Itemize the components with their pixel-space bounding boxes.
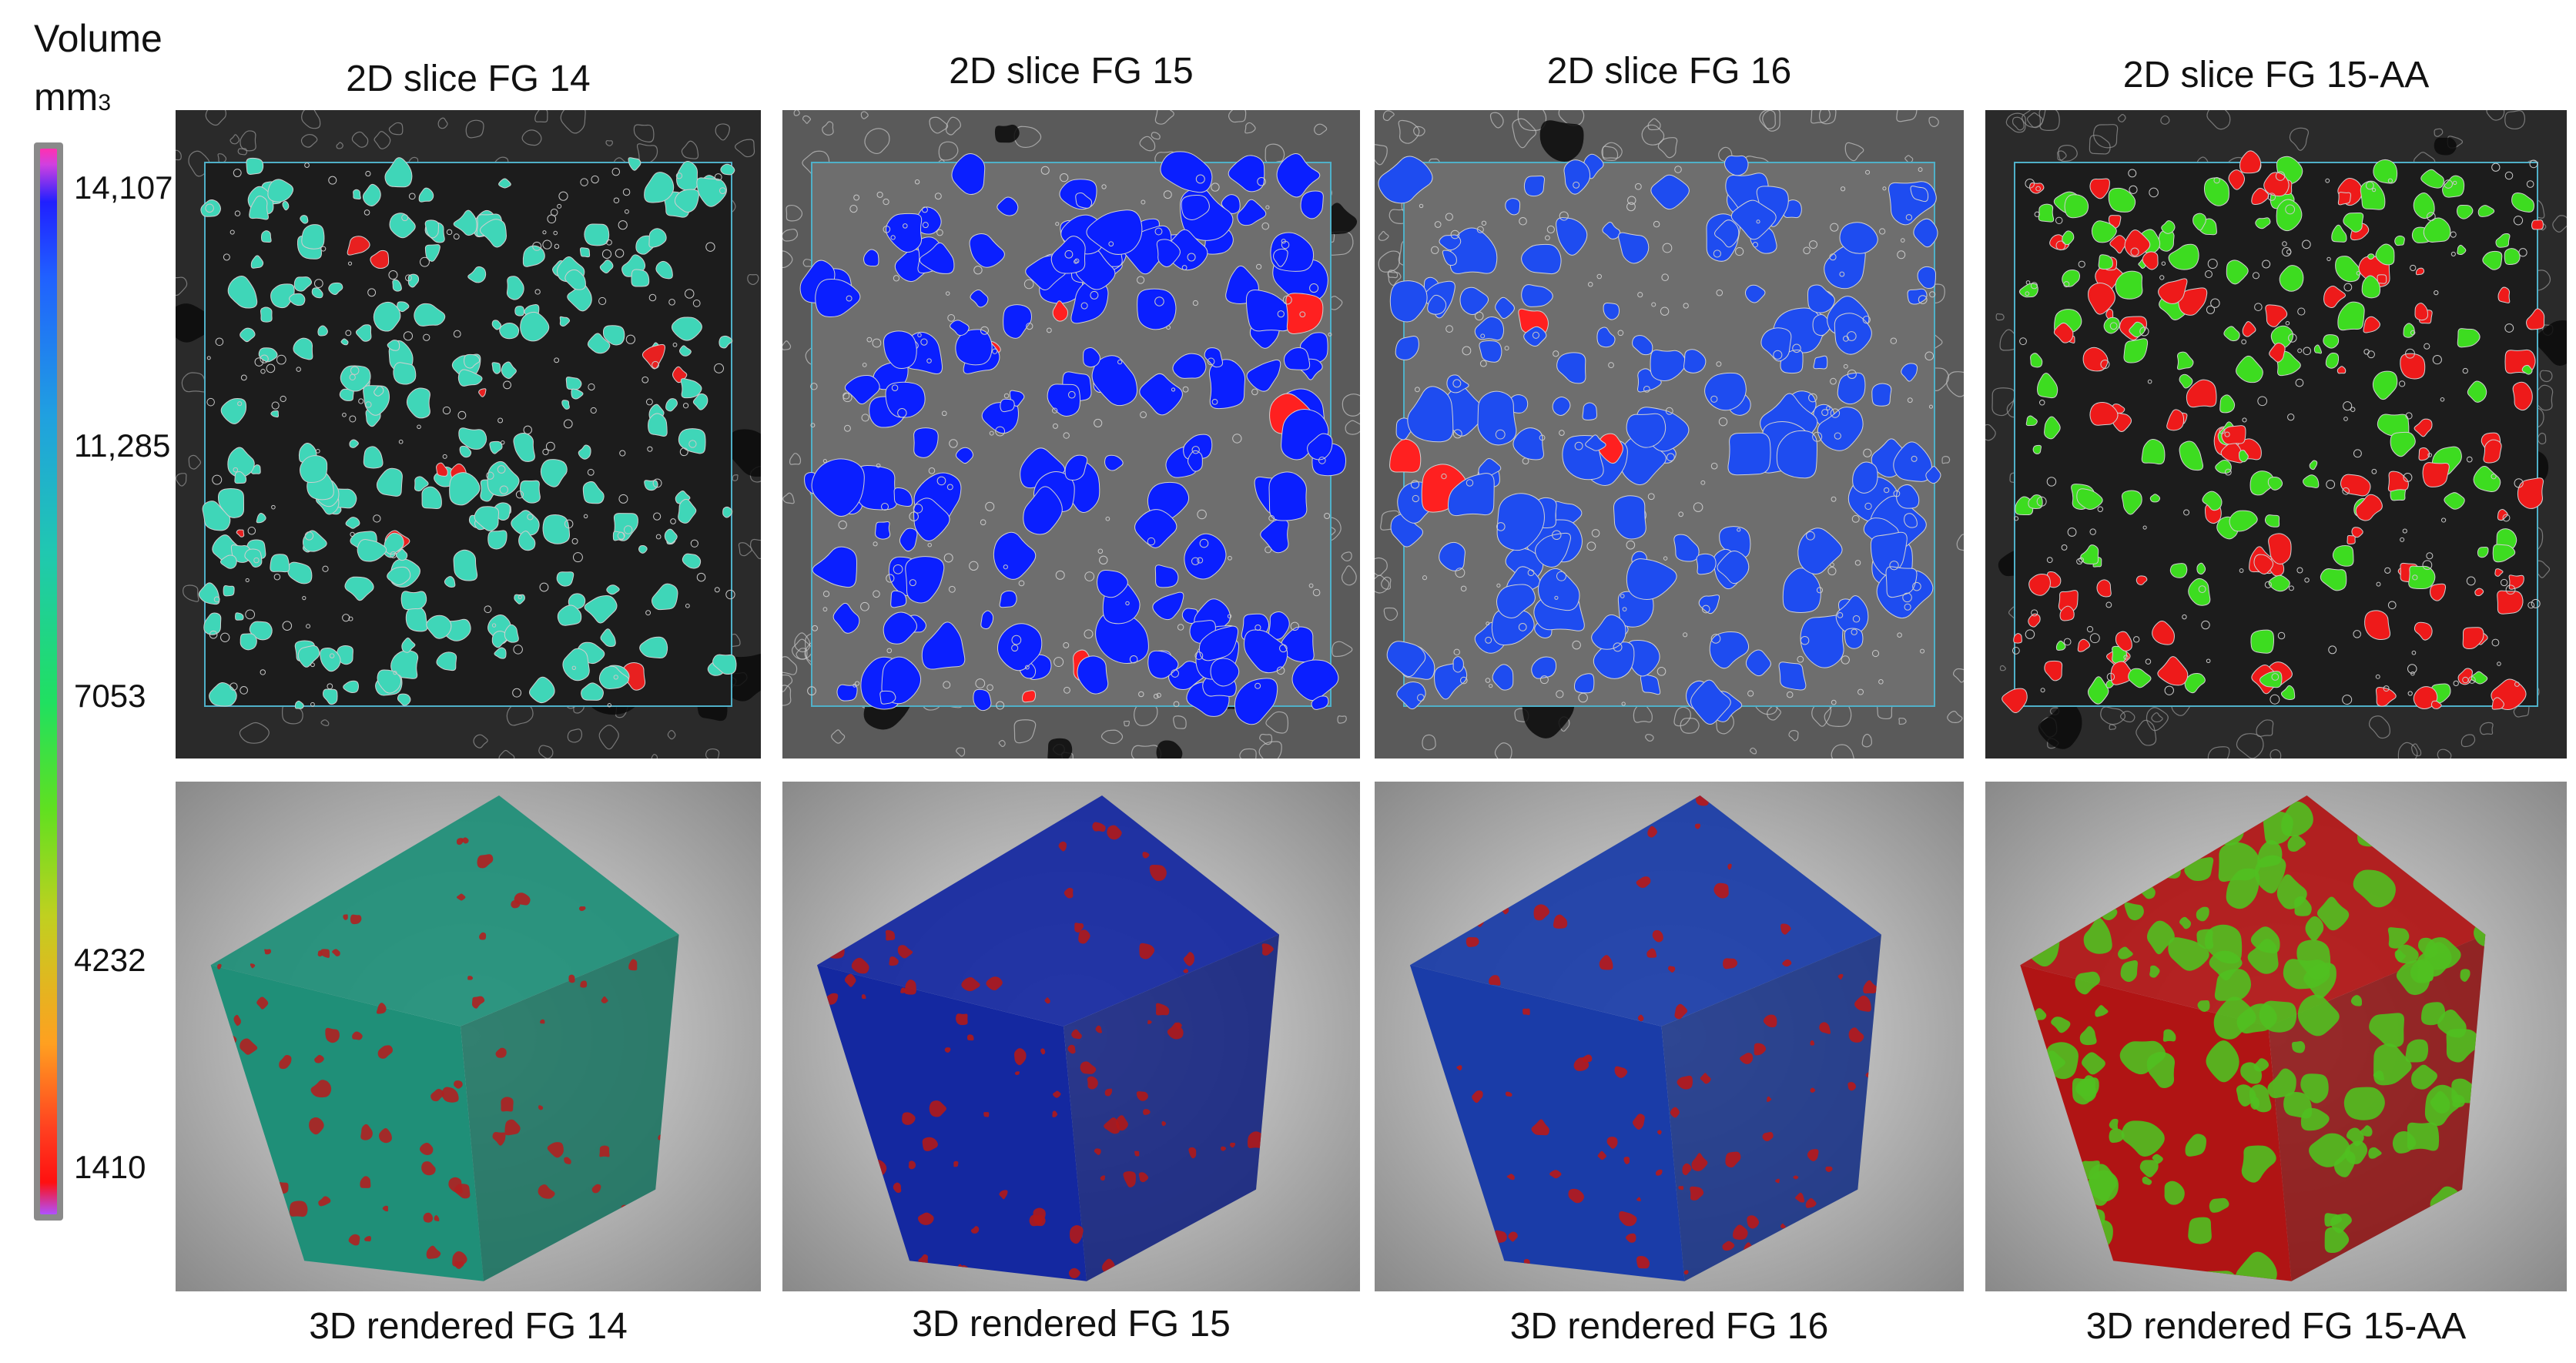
slice-panel-fg15 — [782, 110, 1360, 759]
colorbar-tick-11285: 11,285 — [74, 427, 171, 464]
title-3d-fg15: 3D rendered FG 15 — [912, 1304, 1231, 1345]
render-panel-fg15aa — [1985, 782, 2567, 1291]
colorbar-gradient — [40, 149, 57, 1214]
slice-panel-fg14 — [176, 110, 761, 759]
colorbar-tick-4232: 4232 — [74, 942, 146, 978]
title-2d-fg15: 2D slice FG 15 — [949, 51, 1194, 92]
render-panel-fg16 — [1375, 782, 1964, 1291]
colorbar-unit: mm3 — [34, 75, 111, 119]
title-2d-fg15aa: 2D slice FG 15-AA — [2122, 55, 2430, 95]
slice-panel-fg16 — [1375, 110, 1964, 759]
colorbar-tick-1410: 1410 — [74, 1149, 146, 1185]
slice-panel-fg15aa — [1985, 110, 2567, 759]
render-panel-fg15 — [782, 782, 1360, 1291]
colorbar-tick-7053: 7053 — [74, 678, 146, 714]
title-3d-fg15aa: 3D rendered FG 15-AA — [2085, 1306, 2467, 1347]
title-2d-fg14: 2D slice FG 14 — [346, 59, 591, 99]
colorbar-tick-14107: 14,107 — [74, 169, 173, 206]
title-2d-fg16: 2D slice FG 16 — [1546, 51, 1792, 92]
colorbar-title: Volume — [34, 17, 162, 60]
render-panel-fg14 — [176, 782, 761, 1291]
colorbar — [34, 142, 63, 1221]
title-3d-fg14: 3D rendered FG 14 — [309, 1306, 628, 1347]
title-3d-fg16: 3D rendered FG 16 — [1509, 1306, 1829, 1347]
